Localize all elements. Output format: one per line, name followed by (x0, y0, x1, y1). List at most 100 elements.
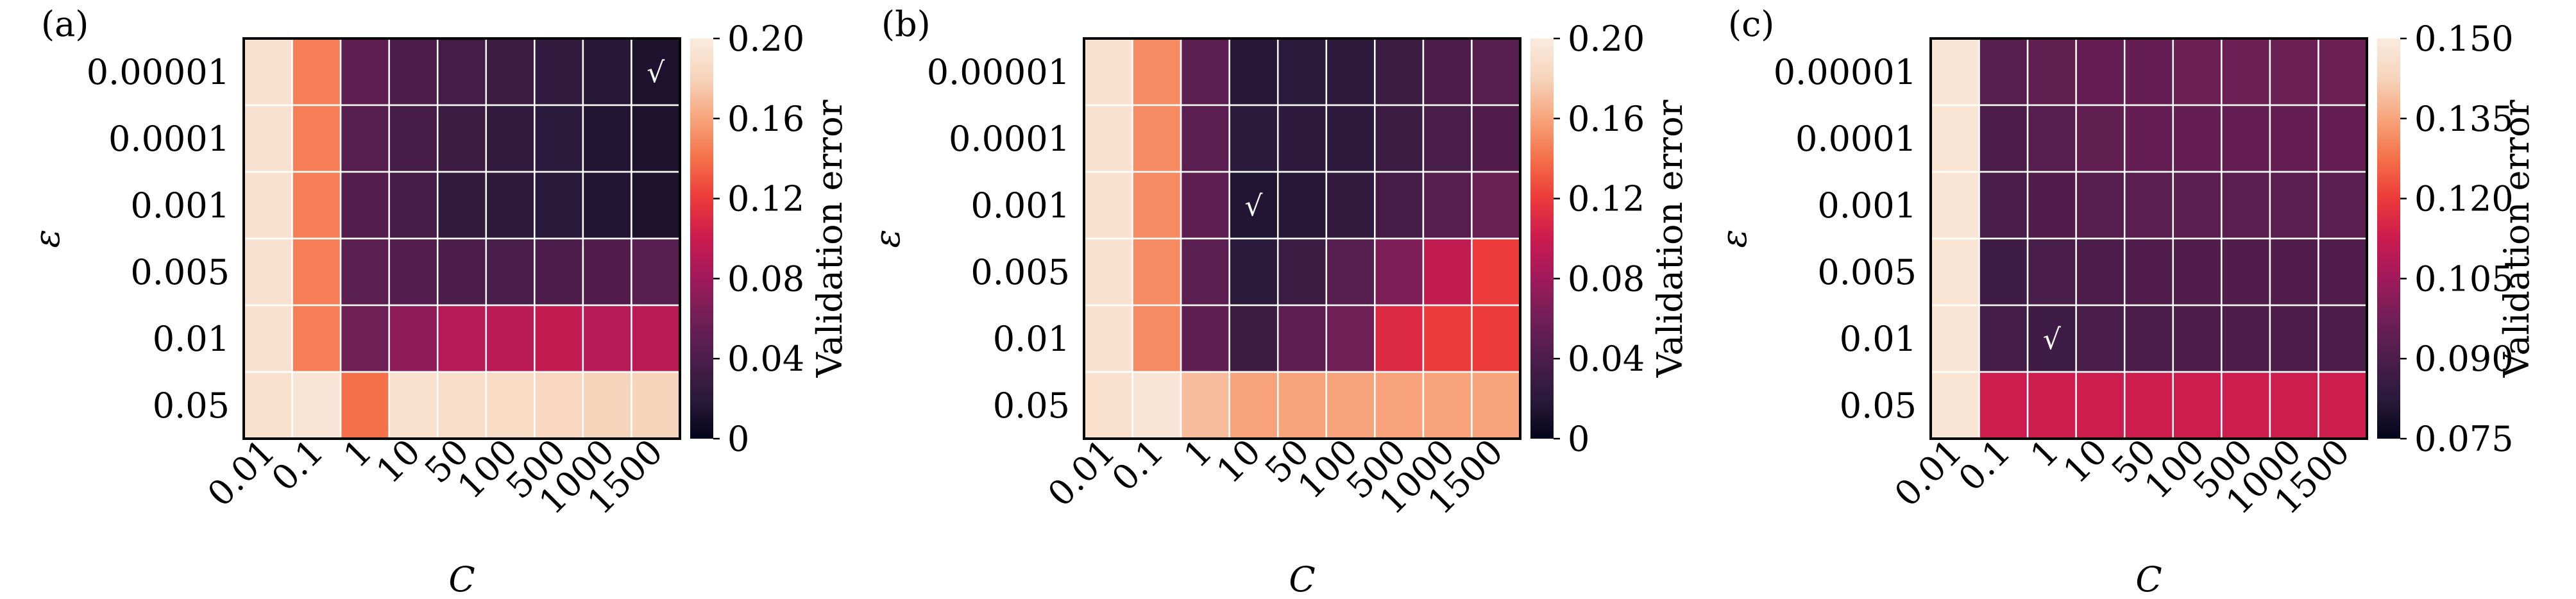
heatmap-cell (2172, 104, 2223, 173)
y-tick-label: 0.001 (970, 185, 1070, 226)
heatmap-cell (339, 171, 390, 240)
best-marker: √ (647, 56, 665, 89)
colorbar-tick-label: 0.105 (2414, 258, 2514, 299)
heatmap-cell (631, 104, 681, 173)
heatmap-cell (1325, 104, 1376, 173)
colorbar-tick-label: 0.16 (1568, 99, 1645, 139)
heatmap-cell (1228, 37, 1279, 106)
heatmap-cell (2318, 171, 2368, 240)
heatmap-cell (582, 237, 632, 307)
heatmap-cell (1929, 304, 1980, 373)
x-axis-label: C (1289, 559, 1315, 599)
heatmap-cell (291, 371, 342, 440)
heatmap-cell (485, 37, 536, 106)
heatmap-cell (2075, 237, 2126, 307)
heatmap-cell (1471, 37, 1521, 106)
heatmap-cell (339, 104, 390, 173)
heatmap-cell (2269, 104, 2319, 173)
heatmap-cell (1180, 104, 1230, 173)
heatmap-cell (1422, 371, 1473, 440)
colorbar-tick-label: 0.08 (727, 258, 804, 299)
heatmap-cell (339, 237, 390, 307)
heatmap-cell (1374, 104, 1425, 173)
heatmap-cell (582, 37, 632, 106)
heatmap-cell (291, 37, 342, 106)
heatmap-cell (1276, 37, 1328, 106)
panel-label: (a) (41, 4, 89, 44)
colorbar-tick-label: 0.075 (2414, 419, 2514, 459)
colorbar-tick-label: 0.08 (1568, 258, 1645, 299)
colorbar-tick-label: 0.04 (727, 339, 804, 379)
heatmap-cell (1471, 371, 1521, 440)
heatmap-cell (2123, 237, 2174, 307)
heatmap-cell (1083, 304, 1133, 373)
heatmap-cell (2221, 37, 2271, 106)
heatmap-cell (534, 104, 584, 173)
heatmap-cell (1978, 37, 2029, 106)
heatmap-cell (631, 304, 681, 373)
heatmap-cell (1083, 237, 1133, 307)
colorbar-tick-label: 0.20 (727, 19, 804, 59)
y-tick-label: 0.001 (130, 185, 230, 226)
heatmap-cell (1422, 237, 1473, 307)
heatmap-cell (534, 171, 584, 240)
heatmap-cell (1471, 104, 1521, 173)
colorbar-tick-label: 0.12 (727, 179, 804, 219)
heatmap-cell (1374, 237, 1425, 307)
heatmap-cell (242, 171, 293, 240)
heatmap-cell (1929, 104, 1980, 173)
heatmap-cell (2318, 237, 2368, 307)
panel-2: (b)√0.000010.00010.0010.0050.010.05ε0.01… (867, 4, 1690, 599)
heatmap-cell (436, 371, 487, 440)
heatmap-cell (1471, 237, 1521, 307)
heatmap-cell (2075, 104, 2126, 173)
colorbar-label: Validation error (1650, 99, 1690, 378)
heatmap-cell (1180, 371, 1230, 440)
colorbar-label: Validation error (2496, 99, 2537, 378)
heatmap-cell (1083, 104, 1133, 173)
heatmap-cell (436, 104, 487, 173)
y-axis-label: ε (27, 230, 67, 248)
best-marker: √ (1244, 190, 1263, 223)
heatmap-cell (534, 237, 584, 307)
heatmap-cell (1131, 237, 1182, 307)
heatmap-cell (1471, 171, 1521, 240)
heatmap-cell (1083, 37, 1133, 106)
heatmap-cell (1180, 37, 1230, 106)
colorbar-tick-label: 0.090 (2414, 339, 2514, 379)
heatmap-cell (2026, 104, 2077, 173)
heatmap-cell (388, 237, 439, 307)
y-axis-label: ε (867, 230, 908, 248)
y-tick-label: 0.0001 (108, 119, 230, 159)
heatmap-cell (1228, 304, 1279, 373)
heatmap-cell (2172, 237, 2223, 307)
heatmap-cell (436, 171, 487, 240)
heatmap-cell (1374, 304, 1425, 373)
colorbar-tick-label: 0.135 (2414, 99, 2514, 139)
heatmap-cell (2221, 371, 2271, 440)
colorbar-tick-label: 0.120 (2414, 179, 2514, 219)
heatmap-cell (1131, 371, 1182, 440)
colorbar-tick-label: 0 (1568, 419, 1589, 459)
heatmap-cell (1131, 104, 1182, 173)
heatmap-cell (1276, 171, 1328, 240)
heatmap-cell (2123, 171, 2174, 240)
heatmap-cell (1929, 171, 1980, 240)
colorbar (690, 38, 713, 439)
heatmap-cell (1374, 371, 1425, 440)
heatmap-cell (242, 104, 293, 173)
heatmap-cell (2318, 104, 2368, 173)
y-tick-label: 0.00001 (87, 52, 230, 92)
heatmap-cell (1131, 37, 1182, 106)
heatmap-cell (436, 37, 487, 106)
heatmap-cell (2123, 104, 2174, 173)
heatmap-cell (291, 304, 342, 373)
heatmap-cell (436, 237, 487, 307)
heatmap-cell (388, 37, 439, 106)
heatmap-cell (2123, 37, 2174, 106)
heatmap-cell (339, 371, 390, 440)
heatmap-cell (1180, 171, 1230, 240)
heatmap-cell (1422, 171, 1473, 240)
heatmap-cell (2075, 37, 2126, 106)
